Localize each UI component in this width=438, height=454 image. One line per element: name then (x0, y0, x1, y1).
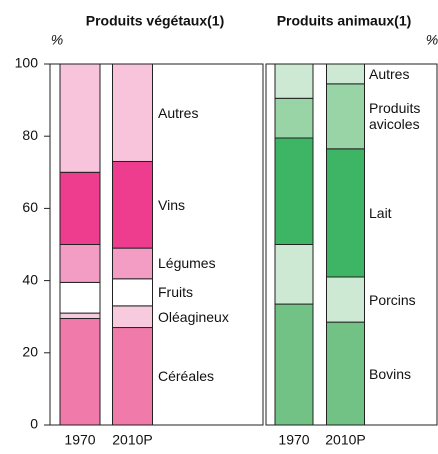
segment-label: Céréales (158, 368, 215, 385)
bar-segment (112, 305, 153, 329)
bar-segment (326, 83, 365, 150)
bar-segment (59, 281, 101, 314)
segment-label: Lait (369, 204, 392, 221)
bar-segment (59, 312, 101, 320)
y-tick-label: 80 (22, 127, 38, 143)
segment-label: Vins (158, 196, 185, 213)
bar-segment (59, 171, 101, 245)
bar-segment (274, 303, 314, 426)
y-tick-label: 100 (15, 55, 39, 71)
bar-segment (112, 247, 153, 280)
y-unit: % (51, 32, 63, 48)
bar-segment (112, 278, 153, 307)
bar-segment (326, 63, 365, 85)
x-tick-label: 2010P (325, 432, 365, 448)
segment-label: Produits avicoles (369, 100, 421, 133)
bar-segment (274, 137, 314, 246)
x-tick-label: 1970 (64, 432, 95, 448)
bar-segment (112, 160, 153, 249)
bar-segment (59, 63, 101, 173)
bar-segment (59, 244, 101, 283)
y-tick-label: 0 (30, 416, 38, 432)
y-unit: % (426, 32, 438, 48)
bar-segment (112, 63, 153, 162)
bar-segment (112, 327, 153, 426)
bar-segment (274, 244, 314, 305)
segment-label: Autres (369, 65, 410, 82)
x-tick-label: 1970 (278, 432, 309, 448)
y-tick-label: 60 (22, 199, 38, 215)
y-tick-label: 40 (22, 271, 38, 287)
segment-label: Autres (158, 104, 199, 121)
bar-segment (59, 318, 101, 426)
segment-label: Porcins (369, 291, 416, 308)
segment-label: Fruits (158, 284, 193, 301)
y-tick-label: 20 (22, 344, 38, 360)
x-tick-label: 2010P (112, 432, 152, 448)
segment-label: Légumes (158, 255, 216, 272)
segment-label: Bovins (369, 365, 412, 382)
panel-title: Produits animaux(1) (277, 13, 412, 29)
panel-frame (49, 63, 264, 426)
segment-label: Oléagineux (158, 308, 229, 325)
bar-segment (326, 148, 365, 278)
bar-segment (274, 97, 314, 139)
panel-title: Produits végétaux(1) (86, 13, 224, 29)
bar-segment (326, 276, 365, 323)
bar-segment (274, 63, 314, 99)
bar-segment (326, 321, 365, 426)
